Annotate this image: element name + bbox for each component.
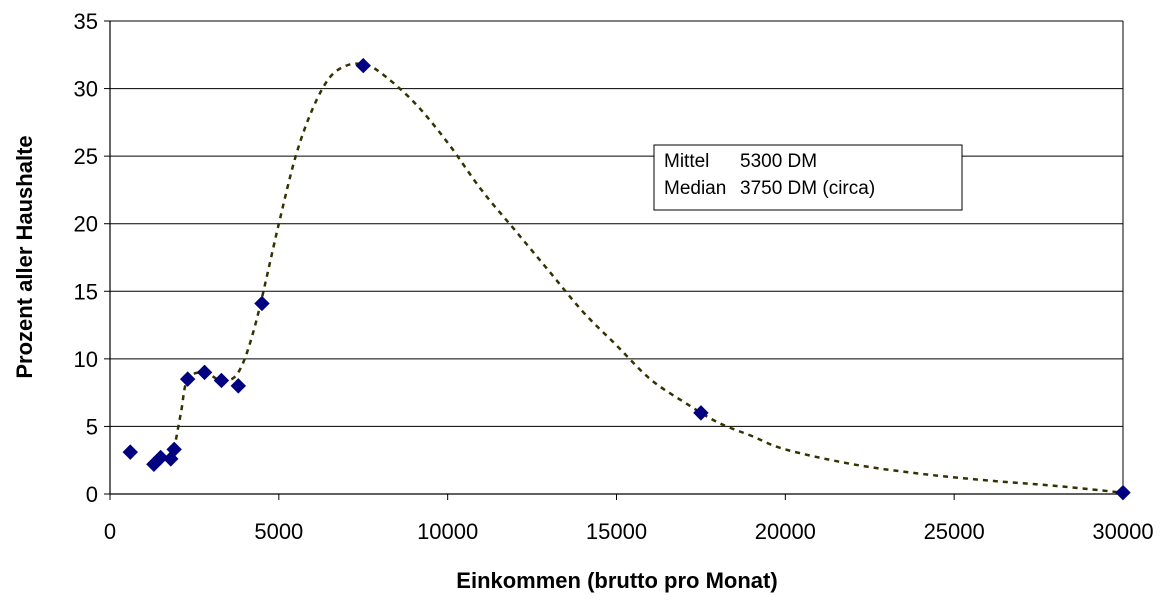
axis-layer: 0 5 10 15 20 25 30 35 0 5000 10000 15000 20000 25000 3… bbox=[74, 9, 1154, 544]
fit-curve bbox=[172, 62, 1124, 494]
y-tick-label-20: 20 bbox=[74, 212, 98, 237]
data-point-0 bbox=[122, 444, 138, 460]
annotation-box: Mittel 5300 DM Median 3750 DM (circa) bbox=[653, 144, 963, 211]
data-point-8 bbox=[230, 378, 247, 394]
x-tick-label-10000: 10000 bbox=[417, 519, 478, 544]
data-point-6 bbox=[196, 364, 213, 381]
y-tick-label-5: 5 bbox=[86, 414, 98, 439]
data-point-5 bbox=[179, 371, 196, 387]
x-axis-title: Einkommen (brutto pro Monat) bbox=[456, 568, 777, 593]
data-point-11 bbox=[693, 405, 709, 421]
x-tick-label-30000: 30000 bbox=[1092, 519, 1153, 544]
data-point-12 bbox=[1115, 484, 1131, 501]
fit-curve-layer bbox=[172, 62, 1124, 494]
y-axis-title: Prozent aller Haushalte bbox=[12, 135, 37, 378]
y-tick-label-35: 35 bbox=[74, 9, 98, 34]
x-tick-label-15000: 15000 bbox=[586, 519, 647, 544]
x-tick-label-25000: 25000 bbox=[924, 519, 985, 544]
data-point-10 bbox=[355, 57, 371, 74]
y-tick-label-25: 25 bbox=[74, 144, 98, 169]
annotation-median-value: 3750 DM (circa) bbox=[740, 178, 875, 199]
data-point-7 bbox=[213, 372, 230, 389]
y-tick-label-0: 0 bbox=[86, 482, 98, 507]
annotation-mean-value: 5300 DM bbox=[740, 151, 817, 172]
annotation-mean-label: Mittel bbox=[664, 151, 709, 172]
y-tick-label-10: 10 bbox=[74, 347, 98, 372]
x-tick-label-5000: 5000 bbox=[254, 519, 303, 544]
data-point-4 bbox=[166, 441, 182, 458]
x-tick-label-0: 0 bbox=[104, 519, 116, 544]
data-point-9 bbox=[254, 295, 270, 312]
x-tick-label-20000: 20000 bbox=[755, 519, 816, 544]
y-tick-label-15: 15 bbox=[74, 279, 98, 304]
data-points-layer bbox=[122, 57, 1131, 501]
annotation-border bbox=[653, 144, 963, 211]
data-point-2 bbox=[152, 449, 169, 466]
y-tick-label-30: 30 bbox=[74, 77, 98, 102]
grid-layer bbox=[110, 20, 1123, 427]
annotation-median-label: Median bbox=[664, 178, 726, 199]
